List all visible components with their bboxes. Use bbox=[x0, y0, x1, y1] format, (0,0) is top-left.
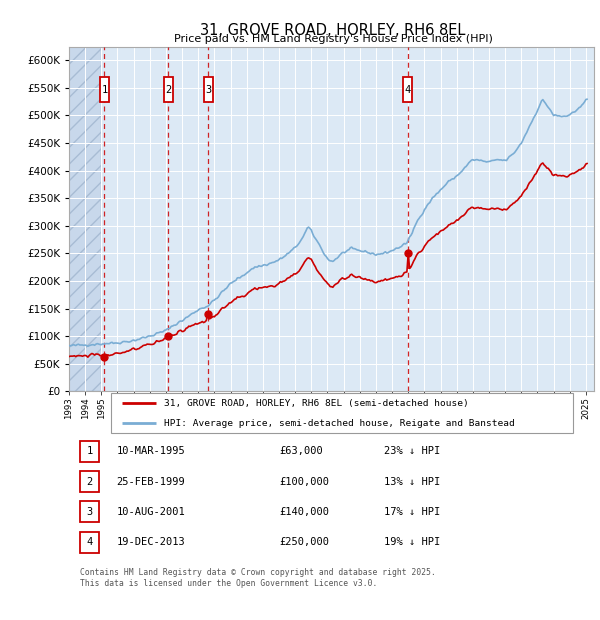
FancyBboxPatch shape bbox=[111, 394, 573, 433]
Text: 2: 2 bbox=[86, 477, 92, 487]
Text: 10-MAR-1995: 10-MAR-1995 bbox=[116, 446, 185, 456]
Text: 31, GROVE ROAD, HORLEY, RH6 8EL: 31, GROVE ROAD, HORLEY, RH6 8EL bbox=[200, 23, 466, 38]
Bar bbox=[69, 46, 101, 391]
Text: £100,000: £100,000 bbox=[279, 477, 329, 487]
Text: 2: 2 bbox=[165, 84, 172, 95]
Text: 25-FEB-1999: 25-FEB-1999 bbox=[116, 477, 185, 487]
Text: 1: 1 bbox=[101, 84, 107, 95]
FancyBboxPatch shape bbox=[79, 441, 100, 462]
FancyBboxPatch shape bbox=[79, 531, 100, 552]
Text: 17% ↓ HPI: 17% ↓ HPI bbox=[384, 507, 440, 517]
FancyBboxPatch shape bbox=[79, 471, 100, 492]
FancyBboxPatch shape bbox=[203, 78, 212, 102]
Text: HPI: Average price, semi-detached house, Reigate and Banstead: HPI: Average price, semi-detached house,… bbox=[163, 418, 514, 428]
Text: 3: 3 bbox=[86, 507, 92, 517]
Text: 23% ↓ HPI: 23% ↓ HPI bbox=[384, 446, 440, 456]
Text: 13% ↓ HPI: 13% ↓ HPI bbox=[384, 477, 440, 487]
FancyBboxPatch shape bbox=[403, 78, 412, 102]
Text: 19-DEC-2013: 19-DEC-2013 bbox=[116, 537, 185, 547]
Text: 1: 1 bbox=[86, 446, 92, 456]
Text: 19% ↓ HPI: 19% ↓ HPI bbox=[384, 537, 440, 547]
FancyBboxPatch shape bbox=[164, 78, 173, 102]
Text: 10-AUG-2001: 10-AUG-2001 bbox=[116, 507, 185, 517]
Text: 3: 3 bbox=[205, 84, 211, 95]
Text: £63,000: £63,000 bbox=[279, 446, 323, 456]
FancyBboxPatch shape bbox=[79, 501, 100, 522]
Text: 4: 4 bbox=[86, 537, 92, 547]
Text: 31, GROVE ROAD, HORLEY, RH6 8EL (semi-detached house): 31, GROVE ROAD, HORLEY, RH6 8EL (semi-de… bbox=[163, 399, 468, 407]
Text: £140,000: £140,000 bbox=[279, 507, 329, 517]
Text: Price paid vs. HM Land Registry's House Price Index (HPI): Price paid vs. HM Land Registry's House … bbox=[173, 34, 493, 44]
Text: £250,000: £250,000 bbox=[279, 537, 329, 547]
Text: Contains HM Land Registry data © Crown copyright and database right 2025.
This d: Contains HM Land Registry data © Crown c… bbox=[79, 569, 436, 588]
FancyBboxPatch shape bbox=[100, 78, 109, 102]
Text: 4: 4 bbox=[404, 84, 411, 95]
